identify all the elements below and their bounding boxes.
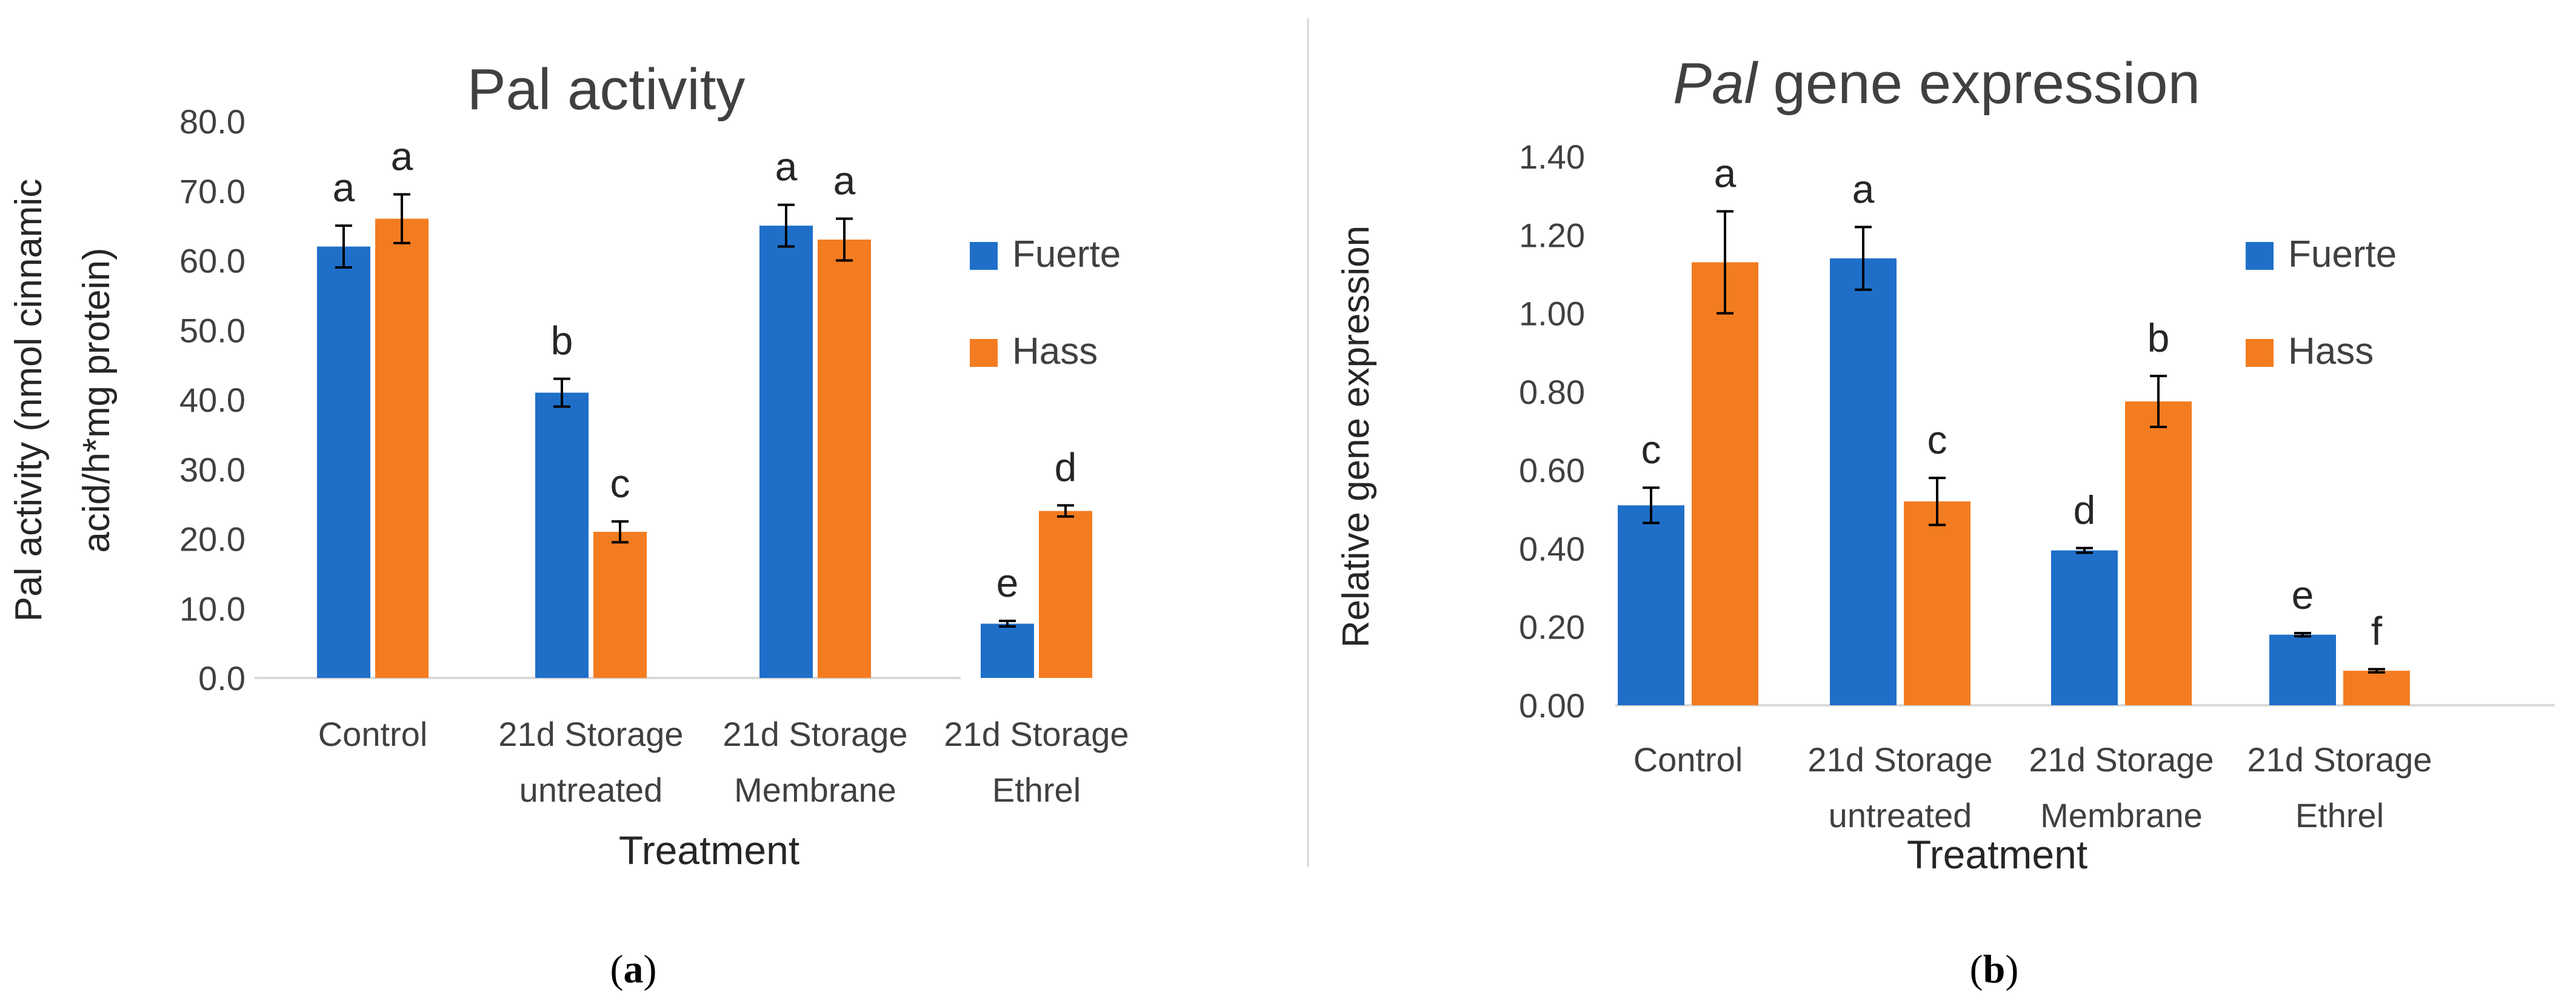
chart-title-italic: Pal bbox=[1673, 51, 1773, 116]
panel-label-letter: b bbox=[1983, 947, 2006, 991]
legend-label-hass: Hass bbox=[1012, 330, 1098, 372]
panel-label-open: ( bbox=[1970, 947, 1983, 991]
y-tick-label: 80.0 bbox=[179, 102, 245, 141]
x-tick-label: 21d Storage bbox=[2247, 740, 2432, 779]
chart-title-text: Pal activity bbox=[467, 57, 746, 122]
significance-letter: e bbox=[996, 560, 1019, 605]
bar-hass bbox=[2125, 401, 2192, 705]
y-tick-label: 0.80 bbox=[1519, 373, 1585, 411]
bar-fuerte bbox=[2051, 550, 2118, 705]
significance-letter: e bbox=[2292, 572, 2314, 617]
significance-letter: c bbox=[610, 461, 630, 506]
x-tick-label: Membrane bbox=[734, 771, 896, 809]
y-tick-label: 10.0 bbox=[179, 589, 245, 628]
y-tick-label: 0.20 bbox=[1519, 608, 1585, 646]
panel-label-close: ) bbox=[2005, 947, 2018, 991]
y-tick-label: 1.40 bbox=[1519, 138, 1585, 176]
legend-label-fuerte: Fuerte bbox=[1012, 233, 1121, 275]
y-tick-label: 1.20 bbox=[1519, 216, 1585, 254]
y-tick-label: 0.60 bbox=[1519, 451, 1585, 489]
x-tick-label: 21d Storage bbox=[498, 715, 683, 753]
significance-letter: a bbox=[1714, 151, 1737, 196]
y-axis-label: Pal activity (nmol cinnamic bbox=[8, 179, 50, 622]
y-tick-label: 50.0 bbox=[179, 311, 245, 349]
y-tick-label: 60.0 bbox=[179, 242, 245, 280]
panel-label-close: ) bbox=[644, 947, 657, 991]
bar-fuerte bbox=[1830, 258, 1897, 706]
bar-fuerte bbox=[2269, 634, 2336, 705]
significance-letter: a bbox=[391, 133, 413, 178]
significance-letter: a bbox=[333, 165, 355, 210]
y-tick-label: 0.40 bbox=[1519, 529, 1585, 568]
bar-fuerte bbox=[1618, 505, 1684, 705]
significance-letter: d bbox=[2074, 488, 2096, 532]
bar-fuerte bbox=[535, 392, 589, 678]
legend-swatch-fuerte bbox=[2246, 242, 2274, 270]
x-tick-label: 21d Storage bbox=[944, 715, 1129, 753]
bar-hass bbox=[1692, 262, 1758, 705]
x-tick-label: Ethrel bbox=[2295, 796, 2384, 834]
y-tick-label: 40.0 bbox=[179, 381, 245, 419]
bar-fuerte bbox=[981, 623, 1034, 678]
x-tick-label: 21d Storage bbox=[722, 715, 907, 753]
significance-letter: c bbox=[1641, 427, 1661, 472]
x-tick-label: untreated bbox=[519, 771, 663, 809]
bar-hass bbox=[593, 532, 647, 678]
significance-letter: a bbox=[1852, 166, 1875, 211]
significance-letter: a bbox=[833, 158, 856, 203]
x-tick-label: Membrane bbox=[2040, 796, 2203, 834]
x-tick-label: Ethrel bbox=[992, 771, 1081, 809]
x-axis-label: Treatment bbox=[1907, 832, 2087, 877]
panel-label: (a) bbox=[610, 947, 657, 991]
y-tick-label: 0.0 bbox=[198, 659, 245, 697]
significance-letter: a bbox=[775, 144, 798, 189]
panel-label-open: ( bbox=[610, 947, 624, 991]
y-tick-label: 0.00 bbox=[1519, 686, 1585, 725]
legend-label-hass: Hass bbox=[2288, 330, 2374, 372]
significance-letter: b bbox=[2147, 315, 2170, 360]
y-tick-label: 1.00 bbox=[1519, 295, 1585, 333]
significance-letter: f bbox=[2371, 609, 2383, 654]
y-tick-label: 30.0 bbox=[179, 451, 245, 489]
x-tick-label: 21d Storage bbox=[2029, 740, 2214, 779]
chart-title-text: gene expression bbox=[1773, 51, 2200, 116]
significance-letter: d bbox=[1055, 444, 1077, 489]
chart-panel-b: Pal gene expression Relative gene express… bbox=[1335, 51, 2555, 991]
bar-hass bbox=[375, 218, 429, 678]
legend-swatch-hass bbox=[2246, 339, 2274, 367]
panel-label: (b) bbox=[1970, 947, 2019, 991]
legend-swatch-fuerte bbox=[970, 242, 998, 270]
bar-fuerte bbox=[759, 226, 813, 678]
chart-panel-a: Pal activity Pal activity (nmol cinnamic a… bbox=[8, 57, 1129, 991]
y-tick-label: 20.0 bbox=[179, 520, 245, 559]
x-axis-label: Treatment bbox=[619, 828, 799, 873]
chart-title: Pal activity bbox=[467, 57, 746, 122]
chart-title: Pal gene expression bbox=[1673, 51, 2200, 116]
significance-letter: b bbox=[551, 318, 573, 363]
legend-label-fuerte: Fuerte bbox=[2288, 233, 2397, 275]
y-tick-label: 70.0 bbox=[179, 172, 245, 210]
y-axis-label: acid/h*mg protein) bbox=[76, 247, 118, 552]
y-axis-label: Relative gene expression bbox=[1335, 226, 1377, 648]
bar-fuerte bbox=[317, 246, 370, 678]
x-tick-label: Control bbox=[318, 715, 428, 753]
bar-hass bbox=[2343, 671, 2410, 705]
x-tick-label: Control bbox=[1633, 740, 1743, 779]
significance-letter: c bbox=[1927, 417, 1947, 462]
panel-label-letter: a bbox=[624, 947, 644, 991]
bar-hass bbox=[1904, 501, 1970, 705]
bar-hass bbox=[818, 240, 871, 678]
x-tick-label: untreated bbox=[1829, 796, 1972, 834]
bar-hass bbox=[1039, 511, 1092, 678]
x-tick-label: 21d Storage bbox=[1807, 740, 1992, 779]
legend-swatch-hass bbox=[970, 339, 998, 367]
